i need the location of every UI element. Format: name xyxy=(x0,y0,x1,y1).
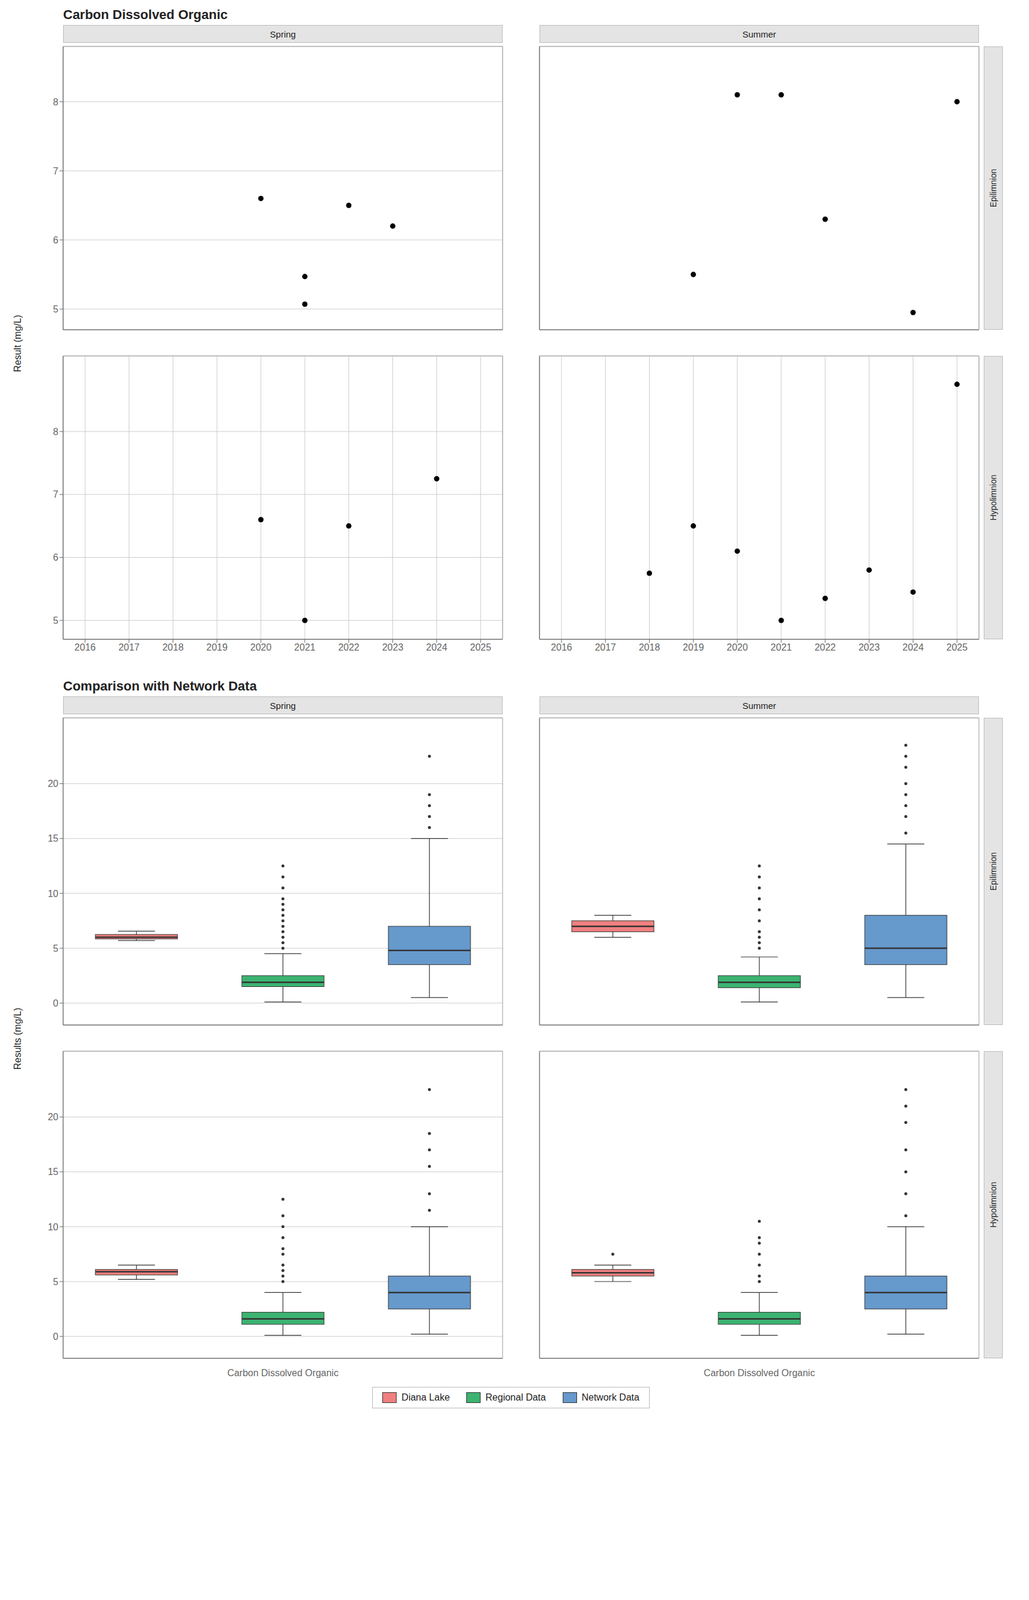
svg-text:20: 20 xyxy=(47,1112,59,1123)
html-text:Epilimnion: Epilimnion xyxy=(988,852,999,892)
svg-text:2024: 2024 xyxy=(426,642,448,653)
svg-text:2017: 2017 xyxy=(118,642,140,653)
svg-text:2017: 2017 xyxy=(594,642,617,653)
svg-text:2021: 2021 xyxy=(294,642,316,653)
svg-text:5: 5 xyxy=(52,304,59,315)
svg-text:2022: 2022 xyxy=(814,642,837,653)
svg-text:2018: 2018 xyxy=(638,642,661,653)
svg-text:2023: 2023 xyxy=(382,642,404,653)
svg-text:20: 20 xyxy=(47,778,59,790)
html-text:Regional Data: Regional Data xyxy=(485,1392,546,1403)
svg-text:Carbon Dissolved Organic: Carbon Dissolved Organic xyxy=(703,1368,816,1379)
svg-text:5: 5 xyxy=(52,943,59,954)
svg-text:7: 7 xyxy=(52,489,59,500)
html-text:Diana Lake: Diana Lake xyxy=(401,1392,450,1403)
svg-text:8: 8 xyxy=(52,97,59,108)
svg-text:2021: 2021 xyxy=(770,642,792,653)
svg-text:7: 7 xyxy=(52,166,59,177)
svg-text:2016: 2016 xyxy=(550,642,573,653)
svg-text:8: 8 xyxy=(52,426,59,438)
html-text:Summer: Summer xyxy=(742,700,777,711)
svg-text:2019: 2019 xyxy=(206,642,229,653)
svg-text:6: 6 xyxy=(52,552,59,563)
svg-text:5: 5 xyxy=(52,1277,59,1288)
svg-text:15: 15 xyxy=(47,1167,59,1178)
svg-text:2025: 2025 xyxy=(469,642,492,653)
html-text:Epilimnion: Epilimnion xyxy=(988,168,999,208)
svg-text:2023: 2023 xyxy=(858,642,881,653)
svg-text:10: 10 xyxy=(47,889,59,900)
svg-text:Carbon Dissolved Organic: Carbon Dissolved Organic xyxy=(227,1368,339,1379)
html-text:Network Data: Network Data xyxy=(581,1392,640,1403)
svg-text:2020: 2020 xyxy=(726,642,748,653)
svg-text:10: 10 xyxy=(47,1222,59,1233)
html-text:Hypolimnion: Hypolimnion xyxy=(988,1182,999,1229)
html-text:Spring: Spring xyxy=(269,700,296,711)
html-text:Carbon Dissolved Organic: Carbon Dissolved Organic xyxy=(63,7,228,23)
svg-text:0: 0 xyxy=(52,998,59,1009)
svg-text:2025: 2025 xyxy=(946,642,968,653)
svg-text:2016: 2016 xyxy=(74,642,96,653)
svg-text:2020: 2020 xyxy=(250,642,272,653)
svg-text:2019: 2019 xyxy=(683,642,705,653)
html-text:Result (mg/L): Result (mg/L) xyxy=(12,315,23,373)
svg-text:5: 5 xyxy=(52,615,59,626)
svg-text:2018: 2018 xyxy=(162,642,185,653)
html-text:Spring: Spring xyxy=(269,28,296,40)
html-text:Summer: Summer xyxy=(742,28,777,40)
svg-text:2024: 2024 xyxy=(902,642,925,653)
svg-text:2022: 2022 xyxy=(338,642,360,653)
svg-text:15: 15 xyxy=(47,833,59,844)
svg-text:0: 0 xyxy=(52,1332,59,1343)
html-text:Hypolimnion: Hypolimnion xyxy=(988,474,999,521)
html-text:Results (mg/L): Results (mg/L) xyxy=(12,1008,23,1071)
html-text:Comparison with Network Data: Comparison with Network Data xyxy=(63,678,257,694)
svg-text:6: 6 xyxy=(52,235,59,246)
